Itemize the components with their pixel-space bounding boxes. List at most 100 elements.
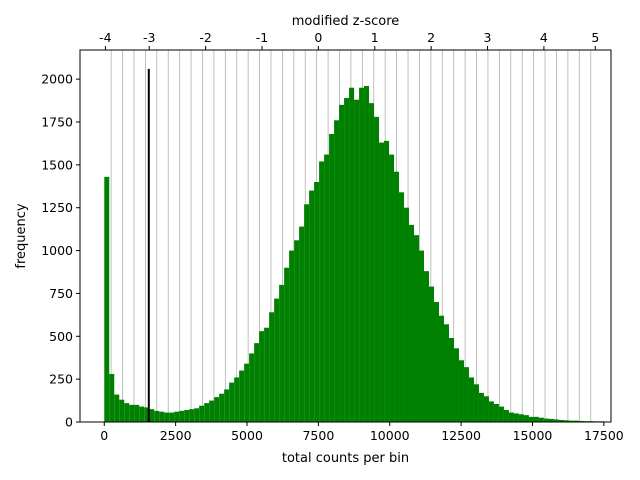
histogram-bar (424, 271, 430, 422)
histogram-bar (573, 420, 579, 422)
histogram-bar (344, 98, 350, 422)
top-tick-label: -4 (99, 30, 112, 45)
x-tick-label: 10000 (370, 428, 410, 443)
histogram-bar (329, 134, 335, 422)
histogram-bar (458, 360, 464, 422)
histogram-bar (229, 382, 235, 422)
histogram-bar (438, 315, 444, 422)
histogram-bar (139, 406, 145, 422)
y-axis-ticks: 0 250 500 750 1000 1250 1500 1750 2000 (41, 72, 80, 430)
histogram-bar (244, 363, 250, 422)
histogram-bar (399, 192, 405, 422)
histogram-bar (284, 267, 290, 422)
histogram-bar (558, 419, 564, 422)
histogram-bar (219, 393, 225, 422)
histogram-bar (429, 286, 434, 422)
top-axis-ticks: -4 -3 -2 -1 0 1 2 3 4 5 (99, 30, 599, 50)
histogram-bar (463, 367, 469, 422)
x-tick-label: 17500 (584, 428, 624, 443)
x-tick-label: 2500 (160, 428, 192, 443)
histogram-bar (503, 410, 509, 422)
histogram-bar (384, 140, 390, 422)
histogram-bar (274, 298, 280, 422)
histogram-bar (159, 411, 165, 422)
histogram-bar (204, 403, 210, 422)
histogram-bar (174, 411, 180, 422)
x-tick-label: 7500 (302, 428, 334, 443)
histogram-bar (319, 161, 325, 422)
histogram-bar (483, 396, 489, 422)
y-tick-label: 1000 (41, 243, 73, 258)
top-tick-label: 0 (314, 30, 322, 45)
x-axis-ticks: 0 2500 5000 7500 10000 12500 15000 17500 (100, 422, 624, 443)
histogram-bar (493, 404, 499, 422)
x-tick-label: 5000 (231, 428, 263, 443)
histogram-bar (289, 250, 295, 422)
histogram-bar (419, 250, 425, 422)
histogram-bar (533, 416, 539, 422)
histogram-bar (234, 377, 240, 422)
plot-frame (79, 49, 612, 423)
top-axis-label: modified z-score (292, 14, 400, 29)
histogram-bar (364, 86, 370, 422)
y-tick-label: 1500 (41, 157, 73, 172)
histogram-bar (169, 412, 175, 422)
y-tick-label: 2000 (41, 72, 73, 87)
histogram-bar (179, 410, 185, 422)
histogram-bar (104, 176, 110, 422)
histogram-bar (513, 413, 519, 422)
histogram-bar (349, 87, 355, 422)
x-tick-label: 12500 (441, 428, 481, 443)
histogram-bar (224, 389, 230, 422)
histogram-bar (523, 415, 529, 422)
histogram-bar (254, 343, 260, 422)
histogram-bar (443, 324, 449, 422)
histogram-bar (334, 120, 340, 423)
histogram-bar (394, 171, 400, 422)
histogram-bar (518, 414, 524, 422)
histogram-bar (129, 404, 135, 422)
histogram-bar (434, 302, 439, 422)
histogram-bar (194, 408, 200, 422)
histogram-bar (164, 412, 170, 422)
histogram-bar (239, 370, 245, 422)
histogram-bar (543, 418, 549, 422)
histogram-bar (508, 412, 514, 422)
histogram-bar (279, 284, 285, 422)
histogram-bar (119, 399, 125, 422)
histogram-bar (149, 409, 155, 422)
histogram-bar (553, 419, 559, 422)
histogram-bars (104, 86, 604, 423)
top-tick-label: 2 (427, 30, 435, 45)
x-tick-label: 0 (100, 428, 108, 443)
histogram-bar (354, 99, 360, 422)
histogram-bar (134, 404, 140, 422)
x-tick-label: 15000 (513, 428, 553, 443)
histogram-bar (124, 403, 130, 422)
histogram-bar (359, 87, 365, 422)
top-tick-label: 1 (371, 30, 379, 45)
top-tick-label: 3 (484, 30, 492, 45)
histogram-bar (473, 384, 479, 422)
histogram-bar (339, 104, 345, 422)
histogram-bar (568, 420, 574, 422)
histogram-bar (294, 240, 300, 422)
histogram-bar (199, 405, 205, 422)
y-tick-label: 0 (65, 415, 73, 430)
histogram-bar (498, 406, 504, 422)
top-tick-label: -1 (256, 30, 268, 45)
histogram-bar (409, 224, 415, 422)
histogram-bar (578, 420, 584, 422)
histogram-bar (488, 401, 494, 422)
histogram-bar (109, 374, 115, 422)
histogram-bar (264, 327, 270, 422)
histogram-bar (389, 154, 395, 423)
top-tick-label: 4 (540, 30, 548, 45)
histogram-bar (184, 410, 190, 422)
histogram-bar (374, 116, 380, 422)
y-tick-label: 1250 (41, 200, 73, 215)
histogram-bar (414, 235, 420, 422)
histogram-bar (314, 182, 320, 422)
histogram-bar (563, 420, 569, 422)
